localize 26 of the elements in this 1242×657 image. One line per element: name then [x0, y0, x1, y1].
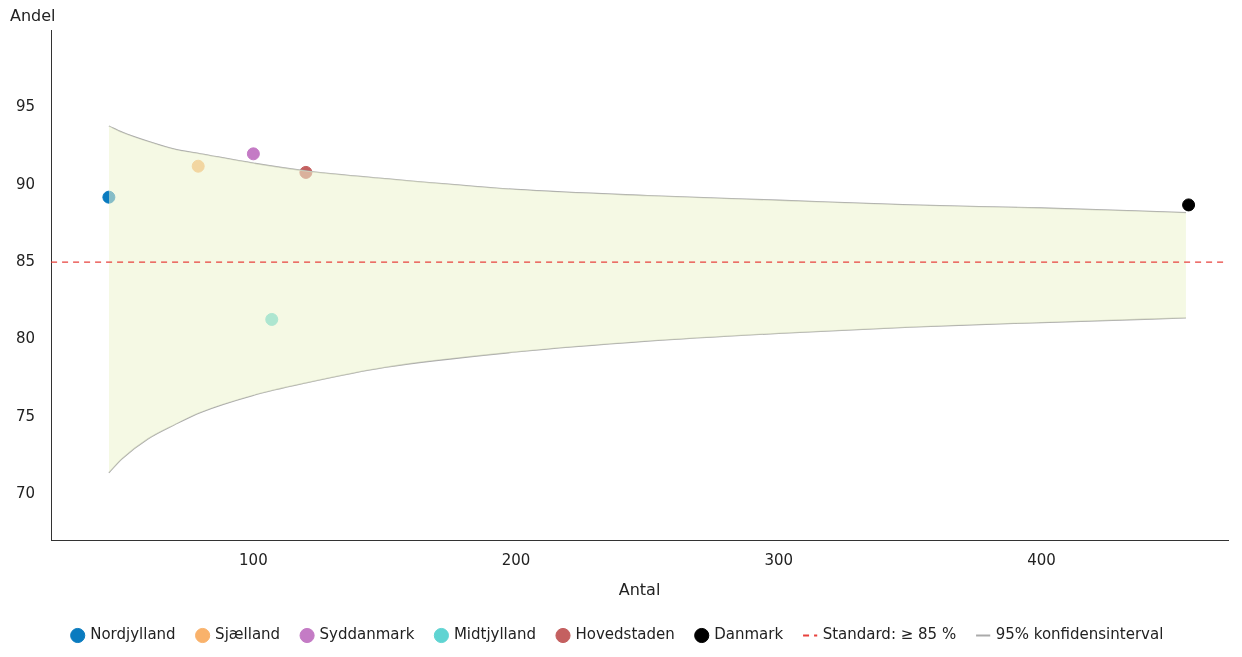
y-tick-label: 70 [15, 484, 36, 503]
x-axis-title: Antal [618, 579, 661, 599]
x-tick-label: 300 [764, 550, 794, 569]
legend-label: Midtjylland [453, 625, 537, 644]
legend-label: Nordjylland [90, 625, 176, 644]
y-axis-title: Andel [10, 6, 56, 25]
legend-label: 95% konfidensinterval [995, 625, 1164, 644]
y-tick-label: 90 [15, 174, 36, 193]
legend-label: Danmark [714, 625, 784, 644]
y-tick-label: 95 [15, 97, 36, 116]
legend-label: Syddanmark [319, 625, 415, 644]
x-tick-label: 100 [239, 550, 268, 569]
point [265, 312, 279, 326]
legend-label: Standard: ≥ 85 % [822, 625, 957, 644]
y-tick-label: 75 [15, 406, 36, 425]
line-series [108, 317, 1187, 474]
point [1182, 198, 1196, 212]
x-tick-label: 200 [501, 550, 531, 569]
y-tick-label: 80 [15, 329, 36, 348]
point [246, 147, 260, 161]
legend-label: Sjælland [215, 625, 281, 644]
point [191, 159, 205, 173]
x-tick-label: 400 [1027, 550, 1056, 569]
point [102, 190, 116, 204]
y-tick-label: 85 [15, 252, 36, 271]
legend-label: Hovedstaden [575, 625, 675, 644]
